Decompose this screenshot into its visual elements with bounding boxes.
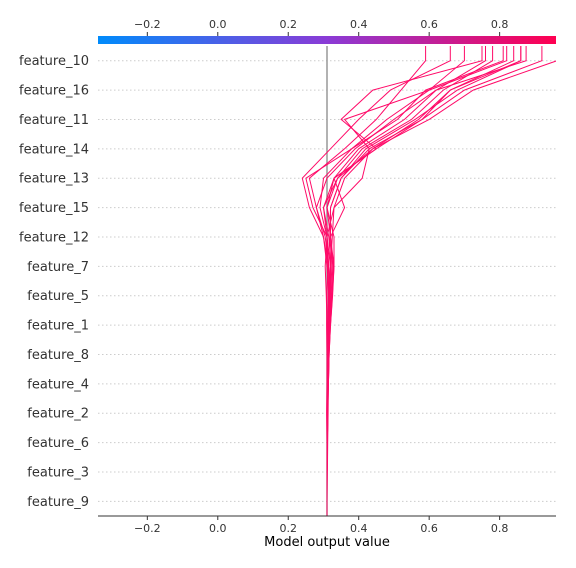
- bottom-tick-label: 0.2: [279, 522, 297, 535]
- feature-label: feature_3: [27, 465, 89, 480]
- top-tick-label: −0.2: [134, 18, 161, 31]
- top-tick-label: 0.2: [279, 18, 297, 31]
- feature-label: feature_4: [27, 377, 89, 392]
- decision-line: [315, 46, 527, 516]
- top-tick-label: 0.8: [491, 18, 509, 31]
- bottom-tick-label: 0.0: [209, 522, 227, 535]
- feature-label: feature_6: [27, 436, 89, 451]
- feature-label: feature_11: [19, 113, 89, 128]
- decision-line: [326, 46, 543, 516]
- decision-line: [326, 46, 483, 516]
- feature-label: feature_1: [27, 319, 89, 334]
- top-axis: −0.2 0.0 0.2 0.4 0.6 0.8: [134, 18, 508, 36]
- decision-lines: [301, 46, 556, 516]
- decision-line: [322, 46, 486, 516]
- top-tick-label: 0.4: [350, 18, 368, 31]
- feature-label: feature_15: [19, 201, 89, 216]
- feature-label: feature_8: [27, 348, 89, 363]
- bottom-tick-label: 0.4: [350, 522, 368, 535]
- decision-line: [324, 46, 465, 516]
- feature-label: feature_13: [19, 172, 89, 187]
- feature-label: feature_10: [19, 54, 89, 69]
- decision-line: [326, 46, 515, 516]
- bottom-tick-label: 0.6: [420, 522, 438, 535]
- feature-label: feature_7: [27, 260, 89, 275]
- feature-label: feature_5: [27, 289, 89, 304]
- top-tick-label: 0.6: [420, 18, 438, 31]
- feature-label: feature_12: [19, 230, 89, 245]
- decision-line: [319, 46, 504, 516]
- decision-line: [326, 60, 556, 516]
- bottom-tick-label: −0.2: [134, 522, 161, 535]
- bottom-axis: −0.2 0.0 0.2 0.4 0.6 0.8: [134, 516, 508, 535]
- bottom-tick-label: 0.8: [491, 522, 509, 535]
- decision-line: [305, 46, 508, 516]
- top-tick-label: 0.0: [209, 18, 227, 31]
- feature-labels: feature_10 feature_16 feature_11 feature_14…: [19, 54, 89, 510]
- x-axis-title: Model output value: [264, 535, 390, 550]
- feature-label: feature_14: [19, 142, 89, 157]
- feature-label: feature_9: [27, 495, 89, 510]
- feature-label: feature_16: [19, 84, 89, 99]
- feature-label: feature_2: [27, 407, 89, 422]
- colorbar: [98, 36, 556, 44]
